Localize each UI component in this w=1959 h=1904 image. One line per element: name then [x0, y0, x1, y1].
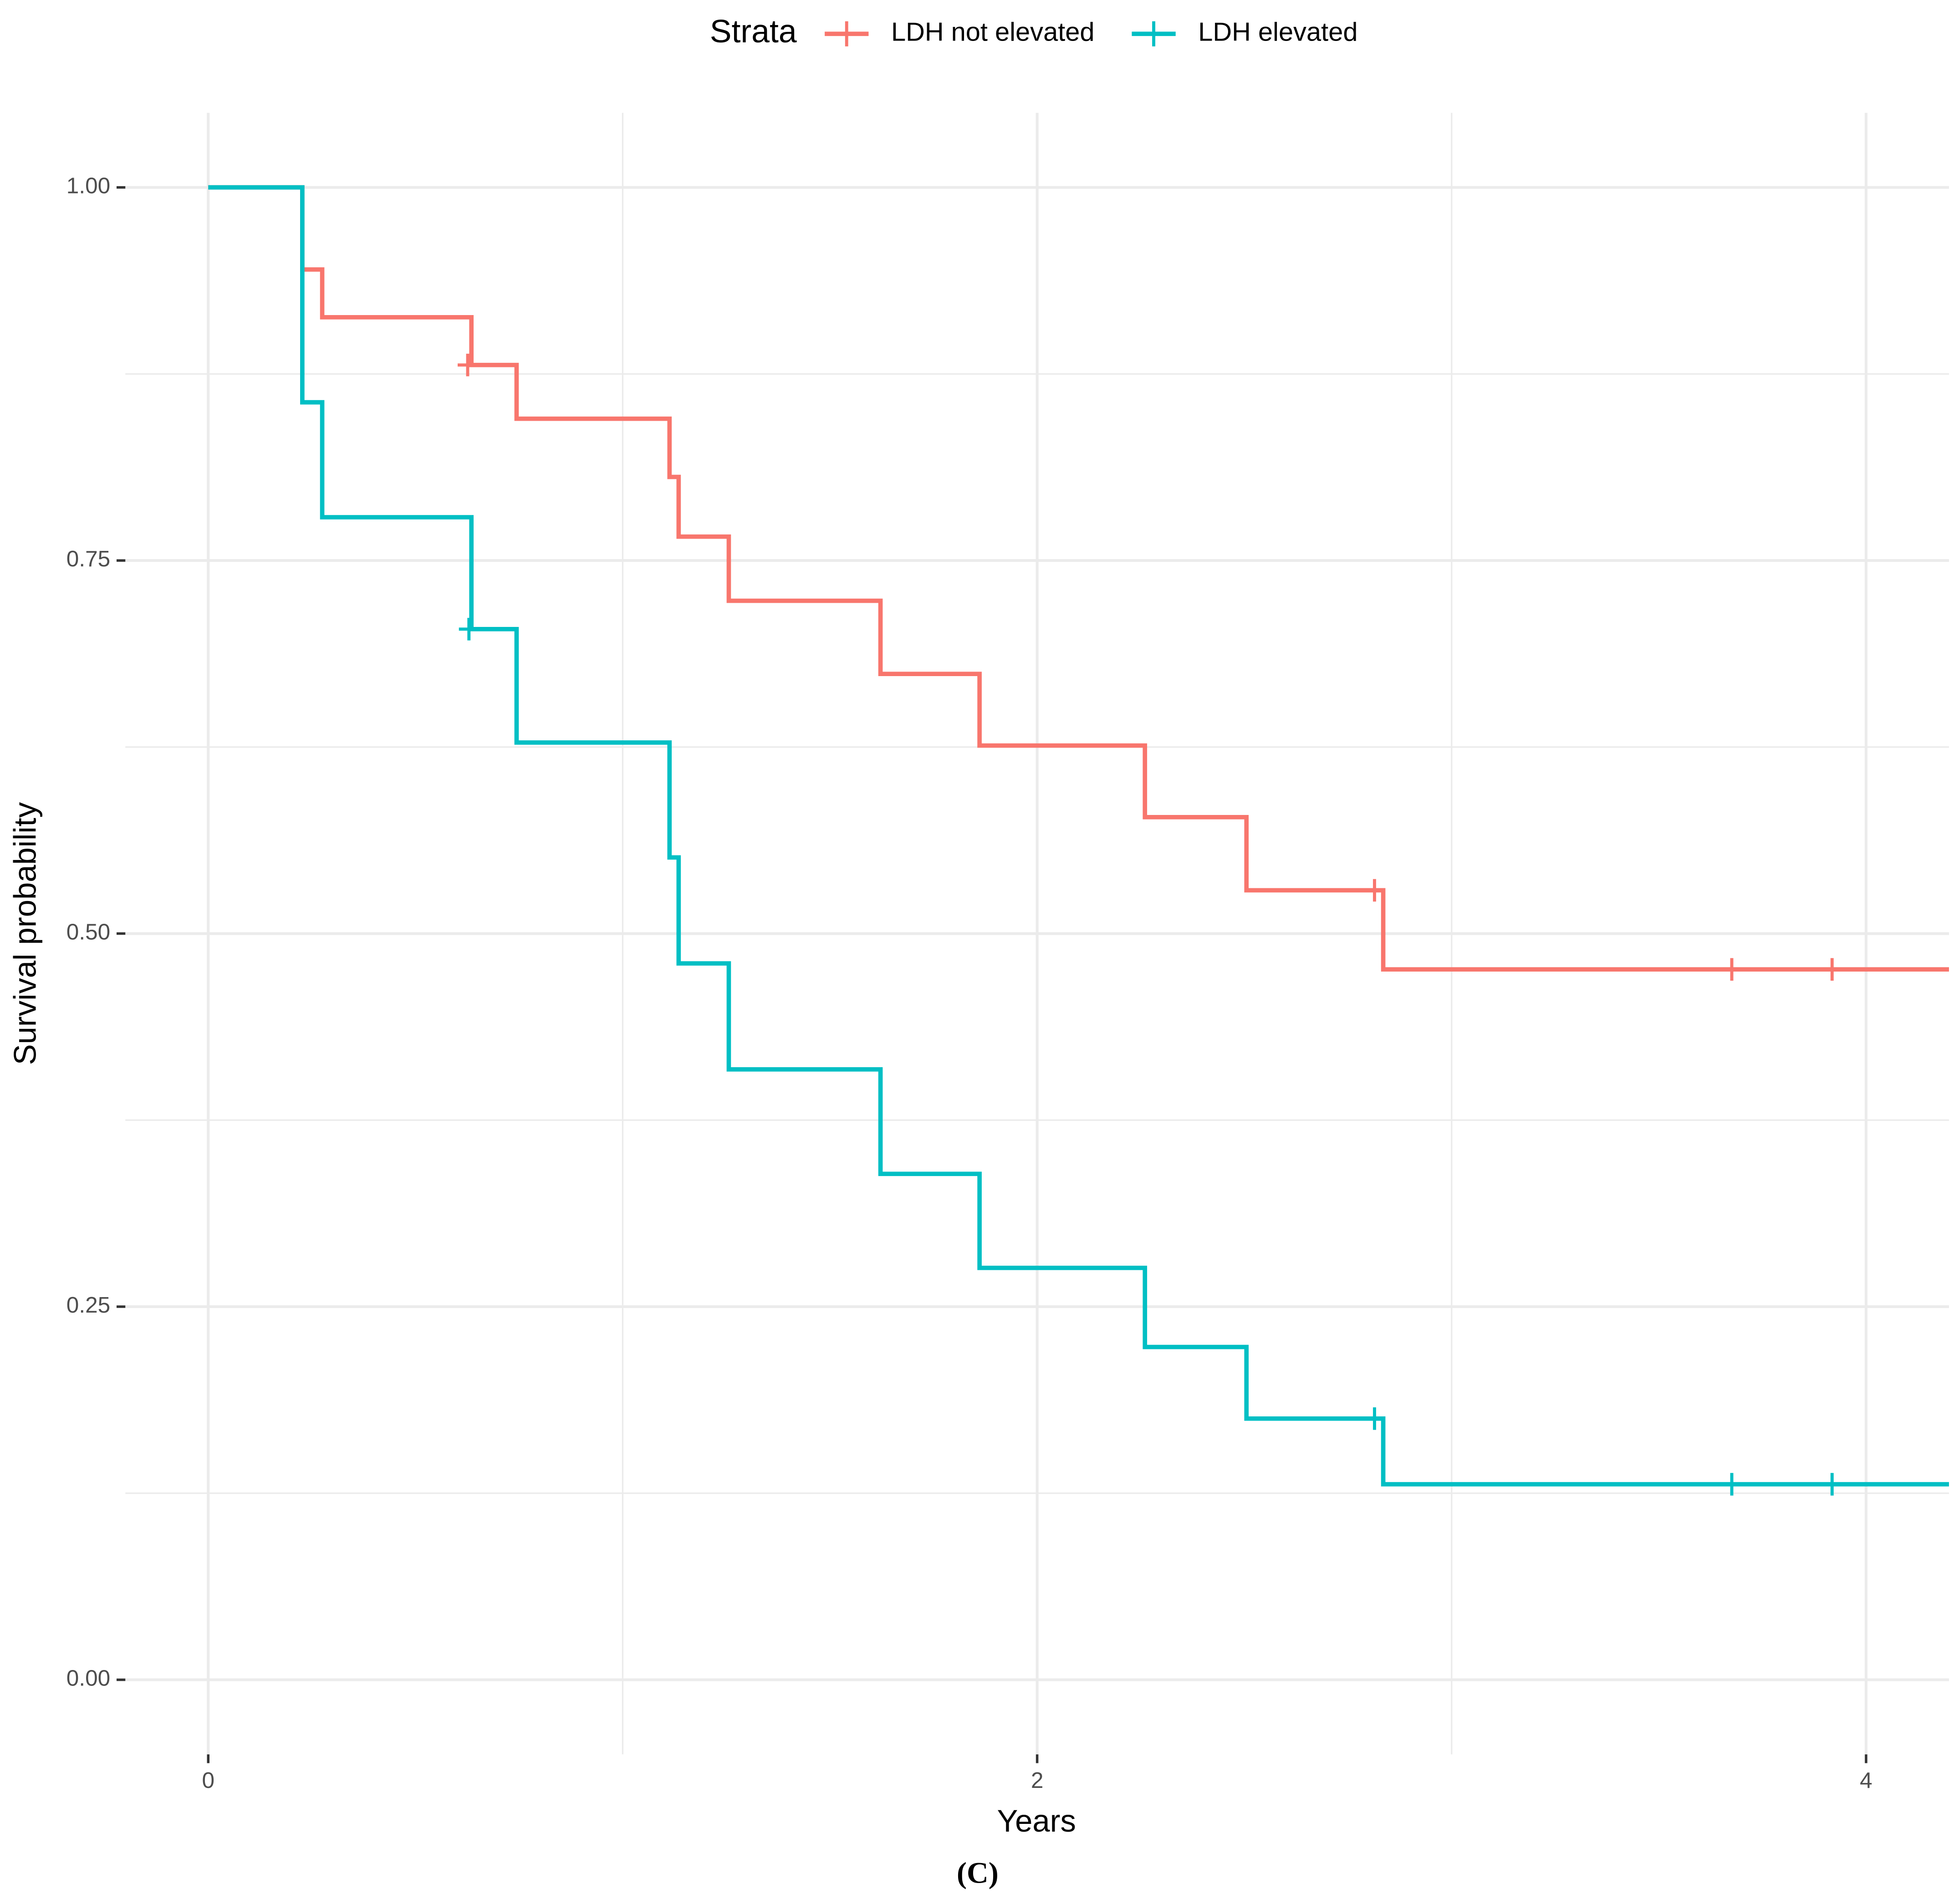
censor-mark — [1722, 958, 1742, 981]
y-tick-label: 0.00 — [66, 1666, 110, 1691]
censor-mark — [1722, 1473, 1742, 1496]
legend-label: LDH elevated — [1198, 18, 1357, 47]
y-tick-label: 0.50 — [66, 920, 110, 945]
y-tick-label: 1.00 — [66, 173, 110, 199]
y-axis-title: Survival probability — [8, 802, 43, 1065]
legend-title: Strata — [710, 13, 797, 50]
censor-mark — [1822, 958, 1842, 981]
censor-mark — [1364, 879, 1385, 902]
x-tick-label: 4 — [1860, 1768, 1872, 1793]
censor-mark — [459, 618, 479, 641]
y-tick-label: 0.25 — [66, 1293, 110, 1318]
legend-label: LDH not elevated — [891, 18, 1095, 47]
censor-mark — [458, 353, 478, 377]
legend-key — [1132, 21, 1176, 46]
x-axis-title: Years — [997, 1803, 1076, 1838]
censor-mark — [1822, 1473, 1842, 1496]
x-tick-label: 2 — [1031, 1768, 1044, 1793]
legend-key — [825, 21, 869, 46]
caption: (C) — [957, 1857, 999, 1890]
y-tick-label: 0.75 — [66, 546, 110, 571]
censor-mark — [1364, 1407, 1385, 1430]
survival-curve — [208, 185, 1949, 1487]
survival-curve — [208, 185, 1949, 972]
x-tick-label: 0 — [202, 1768, 214, 1793]
